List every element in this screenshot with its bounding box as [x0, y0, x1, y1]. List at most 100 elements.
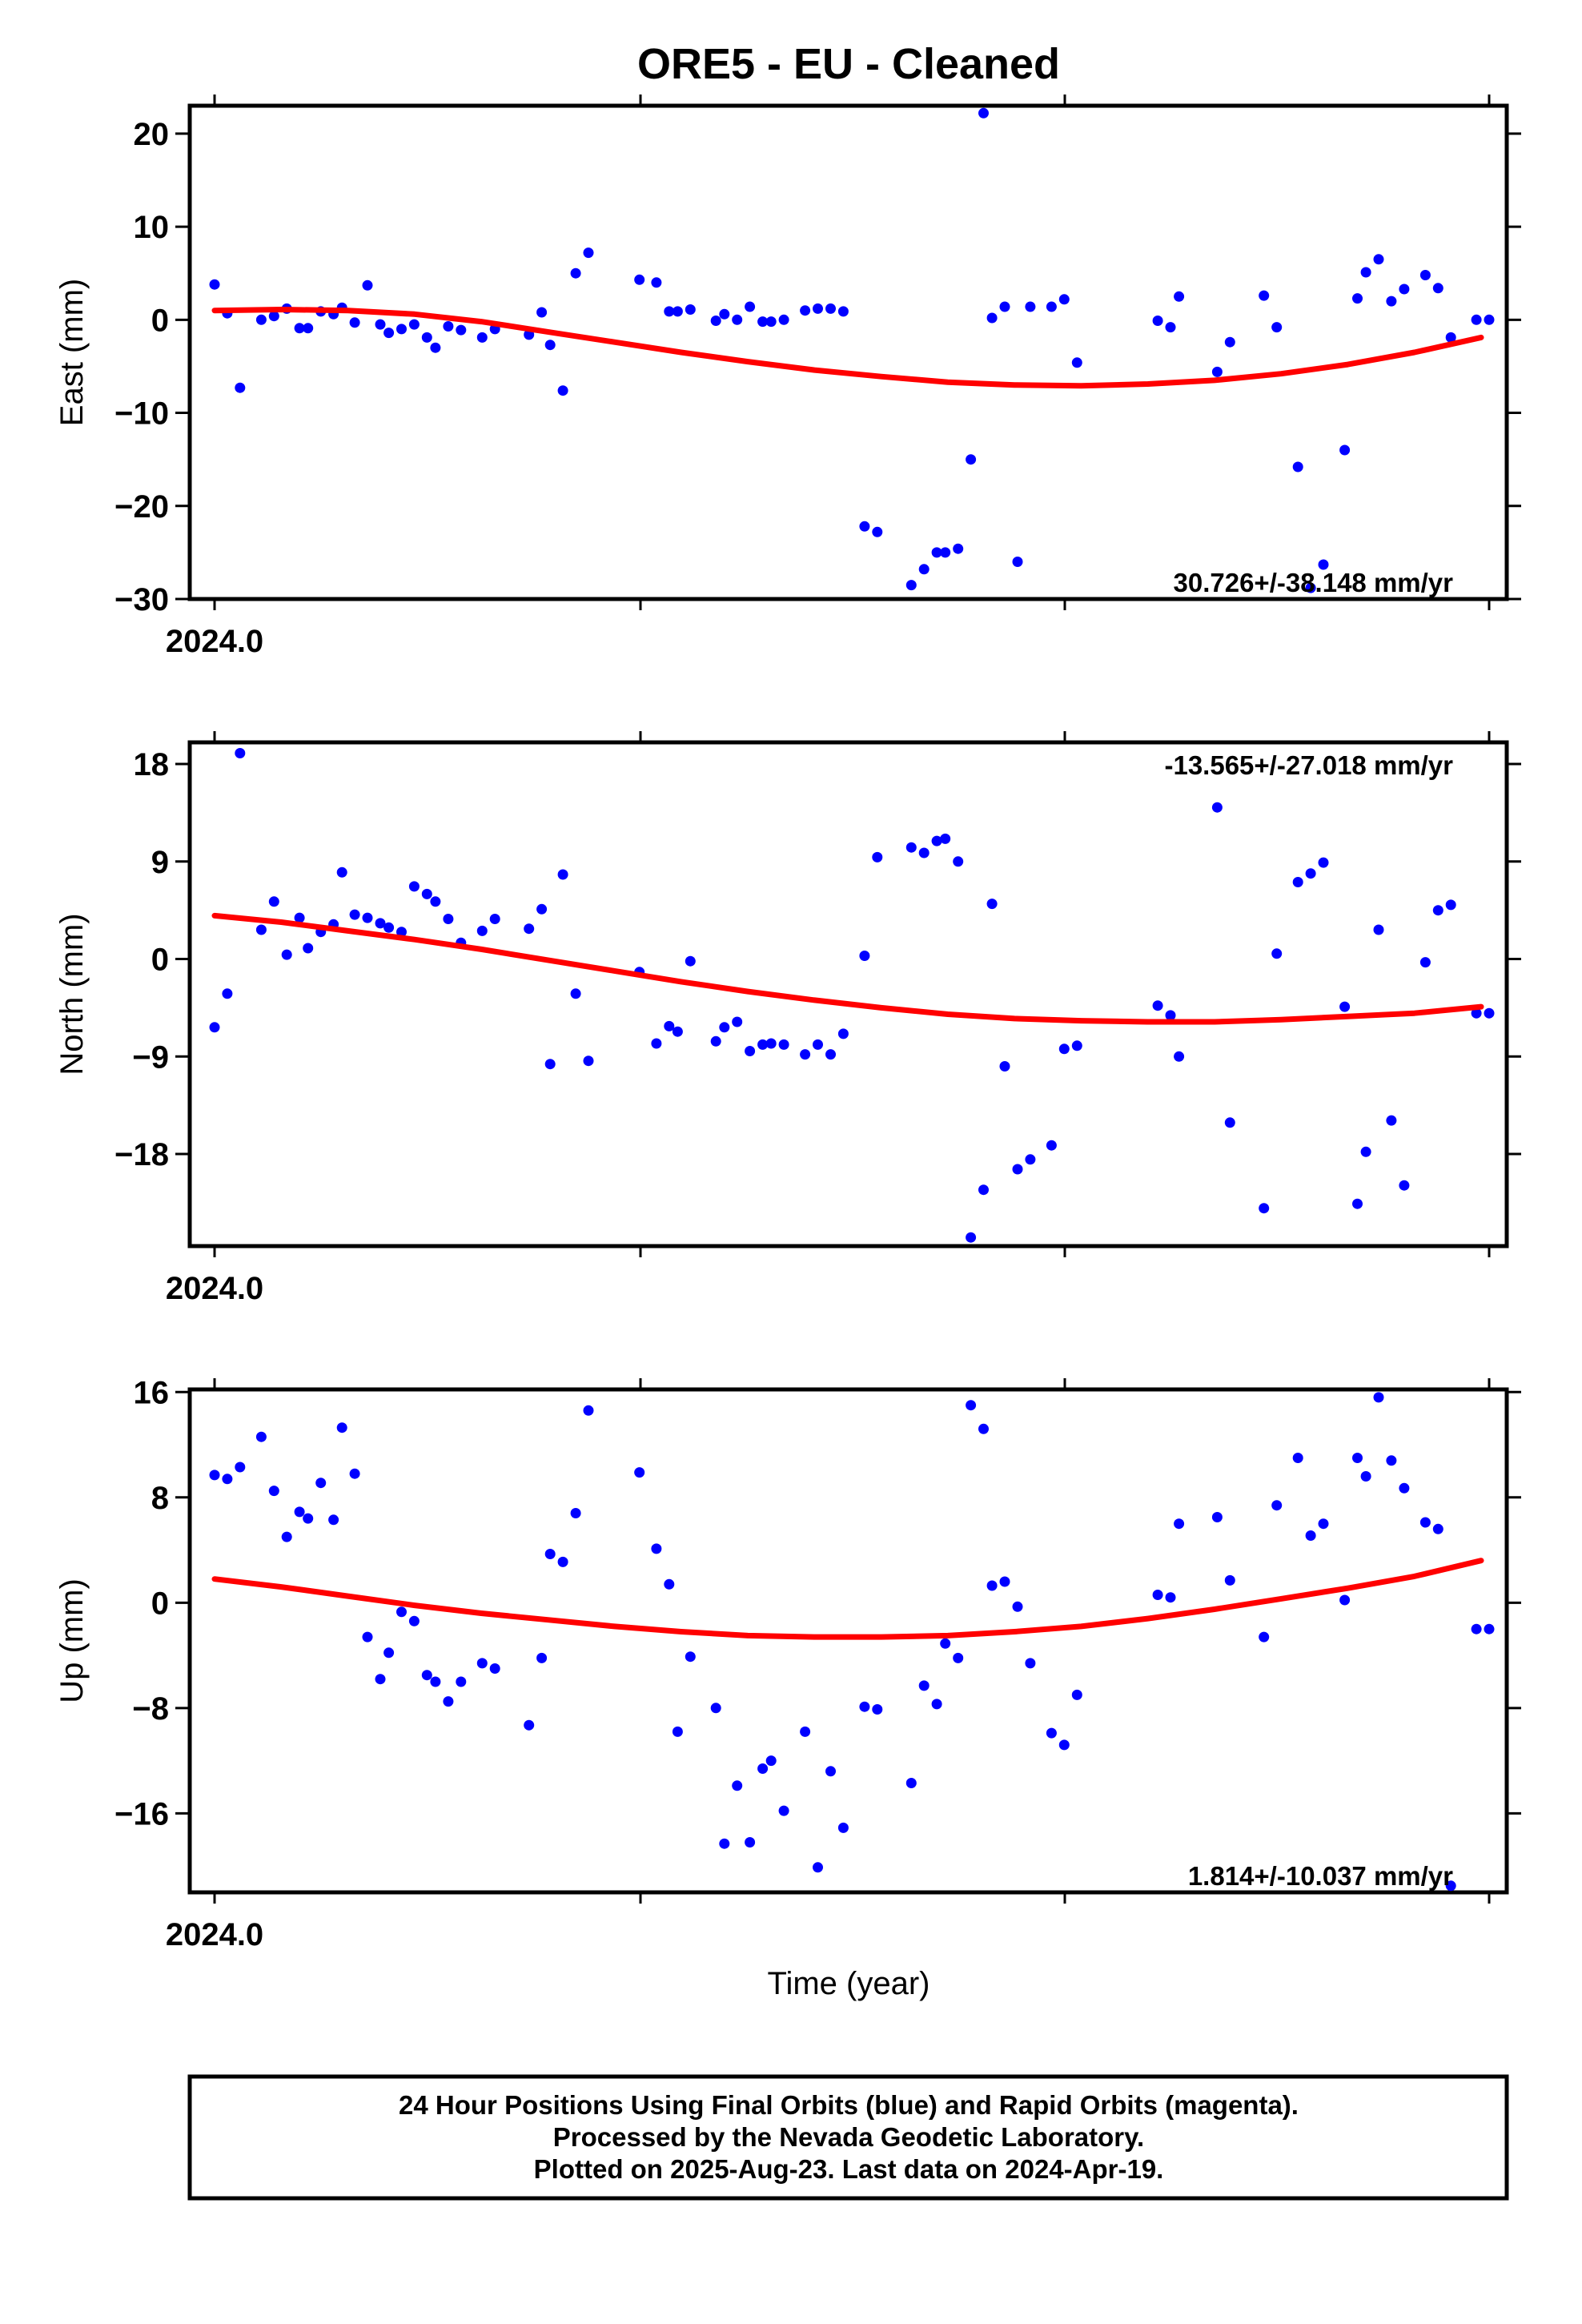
east-data-point — [408, 319, 420, 330]
north-data-point — [1386, 1115, 1397, 1126]
north-data-point — [732, 1016, 743, 1027]
up-data-point — [1174, 1518, 1185, 1530]
north-y-tick-label: −18 — [114, 1137, 169, 1172]
east-y-tick-label: 10 — [134, 210, 170, 245]
up-data-point — [710, 1703, 721, 1714]
up-data-point — [544, 1549, 556, 1559]
east-data-point — [1271, 322, 1283, 333]
north-data-point — [953, 856, 964, 867]
east-data-point — [966, 454, 977, 465]
up-data-point — [757, 1763, 769, 1774]
east-data-point — [1058, 294, 1070, 305]
north-y-tick-label: 18 — [134, 747, 170, 782]
north-data-point — [1259, 1203, 1270, 1214]
north-data-point — [872, 851, 883, 862]
north-data-point — [1399, 1180, 1410, 1191]
east-data-point — [872, 526, 883, 537]
east-data-point — [1046, 301, 1057, 312]
east-data-point — [745, 301, 756, 312]
east-data-point — [986, 312, 998, 324]
up-data-point — [1152, 1590, 1163, 1600]
north-data-point — [1046, 1140, 1057, 1151]
east-velocity-label: 30.726+/-38.148 mm/yr — [1173, 568, 1453, 597]
east-data-point — [1152, 316, 1163, 326]
up-data-point — [421, 1670, 432, 1681]
east-data-point — [303, 323, 314, 334]
up-y-tick-label: 16 — [134, 1375, 170, 1410]
north-data-point — [1058, 1043, 1070, 1055]
east-fit-curve — [211, 307, 1484, 389]
east-data-point — [1012, 557, 1023, 567]
up-data-point — [209, 1470, 220, 1481]
east-data-point — [1174, 291, 1185, 302]
up-y-tick-label: 0 — [151, 1586, 169, 1621]
up-data-point — [570, 1508, 581, 1518]
north-data-point — [859, 951, 870, 961]
up-data-point — [634, 1467, 645, 1478]
up-data-point — [328, 1514, 339, 1526]
up-data-point — [999, 1576, 1010, 1587]
east-data-point — [1071, 357, 1082, 368]
east-data-point — [825, 303, 836, 314]
north-data-point — [1025, 1154, 1036, 1165]
up-data-point — [1259, 1631, 1270, 1642]
north-velocity-label: -13.565+/-27.018 mm/yr — [1164, 750, 1453, 780]
up-data-point — [651, 1543, 662, 1554]
east-data-point — [476, 332, 488, 343]
up-data-point — [918, 1680, 930, 1691]
north-y-tick-label: 9 — [151, 845, 169, 880]
x-axis-label: Time (year) — [768, 1966, 930, 2001]
north-data-point — [966, 1232, 977, 1243]
east-data-point — [583, 247, 594, 259]
up-data-point — [1271, 1500, 1283, 1511]
up-data-point — [1211, 1512, 1223, 1522]
up-data-point — [443, 1696, 454, 1707]
up-data-point — [268, 1486, 279, 1497]
north-data-point — [336, 866, 347, 878]
north-data-point — [664, 1020, 675, 1031]
north-data-point — [303, 943, 314, 954]
north-data-point — [685, 955, 696, 967]
up-data-point — [476, 1658, 488, 1669]
east-data-point — [1318, 559, 1329, 570]
north-data-point — [476, 925, 488, 936]
north-data-point — [1339, 1001, 1351, 1012]
footer-box — [187, 2074, 1509, 2201]
east-data-point — [778, 314, 789, 325]
east-data-point — [1211, 366, 1223, 377]
up-data-point — [1484, 1623, 1495, 1634]
up-y-tick-label: 8 — [151, 1481, 169, 1516]
up-data-point — [800, 1726, 811, 1737]
east-data-point — [931, 547, 942, 558]
east-data-point — [383, 328, 395, 339]
north-data-point — [813, 1039, 823, 1050]
north-data-point — [1360, 1146, 1371, 1157]
up-data-point — [235, 1462, 246, 1473]
north-data-point — [986, 899, 998, 910]
north-data-point — [396, 927, 407, 938]
east-data-point — [1419, 270, 1431, 280]
north-data-point — [825, 1049, 836, 1060]
up-data-point — [685, 1651, 696, 1663]
up-data-point — [745, 1837, 756, 1848]
north-data-point — [1484, 1007, 1495, 1019]
north-data-point — [837, 1028, 849, 1039]
north-data-point — [1012, 1164, 1023, 1175]
north-data-point — [1292, 877, 1303, 887]
up-data-point — [1471, 1623, 1482, 1634]
north-data-point — [349, 909, 360, 920]
east-plot-frame — [187, 103, 1509, 601]
east-data-point — [1165, 322, 1176, 333]
up-data-point — [1373, 1392, 1384, 1403]
up-data-point — [281, 1531, 292, 1542]
north-data-point — [1165, 1010, 1176, 1021]
up-data-point — [664, 1578, 675, 1590]
north-data-point — [222, 988, 233, 999]
east-data-point — [1432, 283, 1443, 294]
up-plot-frame — [187, 1387, 1509, 1895]
east-data-point — [1399, 283, 1410, 295]
east-data-point — [1224, 336, 1235, 348]
up-y-tick-label: −8 — [132, 1691, 169, 1727]
east-data-point — [375, 319, 386, 330]
north-data-point — [524, 923, 535, 935]
